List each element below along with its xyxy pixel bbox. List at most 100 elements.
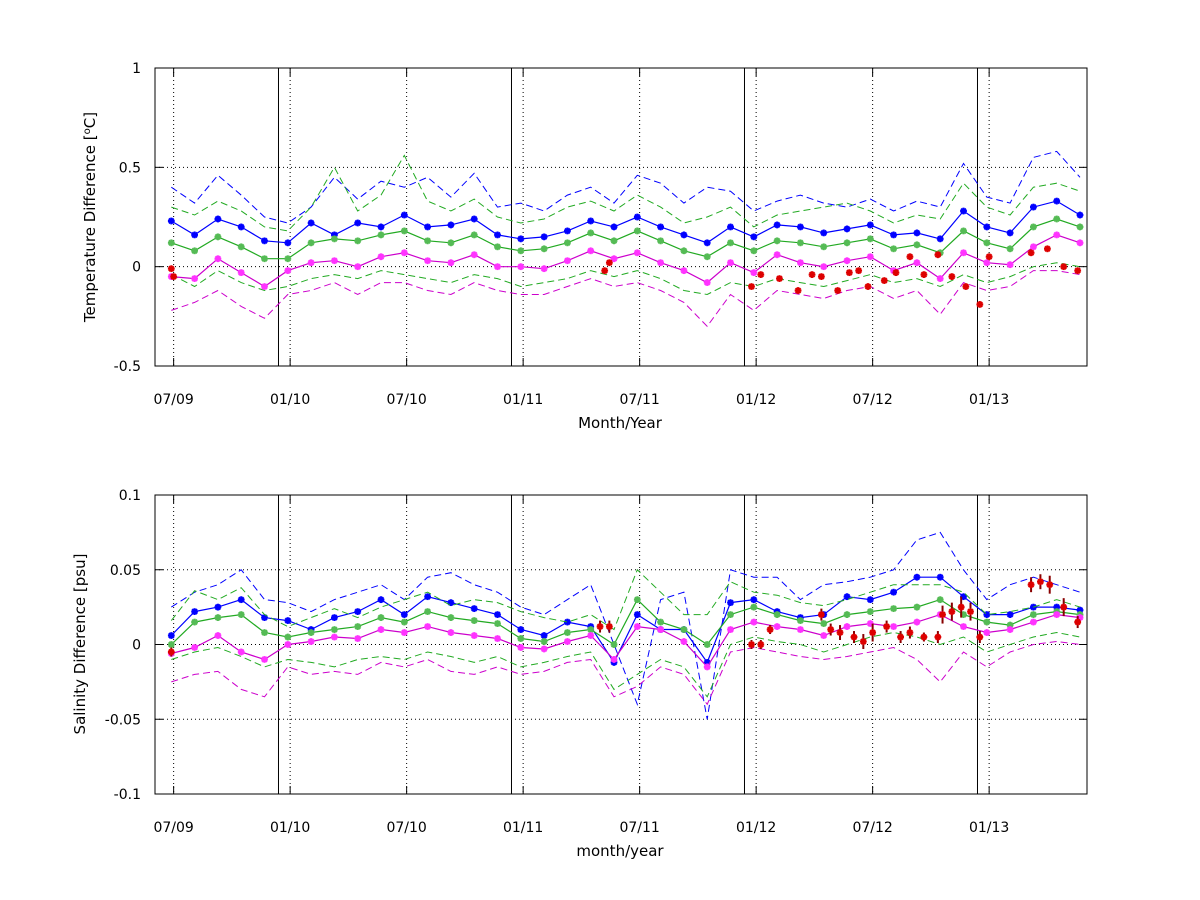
salinity-data-point [517,626,525,633]
salinity-data-point [237,648,245,656]
temperature-series-1 [167,197,1084,247]
salinity-data-point [957,603,965,611]
temperature-data-point [494,243,501,251]
temperature-data-point [773,251,781,259]
temperature-series-7 [167,245,1082,308]
salinity-data-point [447,614,455,621]
salinity-series-line [170,568,1081,631]
temperature-data-point [1074,267,1082,275]
temperature-data-point [657,237,665,245]
temperature-series-4 [171,262,1081,296]
salinity-data-point [587,626,595,633]
salinity-data-point [727,626,734,633]
temperature-data-point [808,271,816,279]
salinity-data-point [517,635,525,642]
salinity-series-line [171,640,1081,706]
salinity-data-point [354,608,362,616]
temperature-data-point [797,223,804,231]
temperature-data-point [167,217,175,225]
salinity-x-tick-label: 07/11 [619,820,659,836]
salinity-series-line [170,598,1081,646]
temperature-data-point [820,243,828,251]
temperature-series-line [170,200,1081,244]
salinity-data-point [843,623,851,630]
salinity-data-point [261,629,268,636]
salinity-data-point [261,656,268,663]
salinity-data-point [843,593,851,601]
temperature-data-point [517,247,525,255]
salinity-series-line [171,531,1081,720]
salinity-data-point [564,629,571,636]
temperature-data-point [934,251,942,259]
temperature-data-point [517,263,525,271]
salinity-data-point [703,663,711,671]
temperature-data-point [776,275,783,282]
temperature-x-tick-label: 01/10 [270,392,310,408]
temperature-data-point [237,269,245,277]
temperature-series-line [171,234,1081,288]
temperature-data-point [447,239,455,247]
temperature-x-tick-label: 07/09 [153,392,193,408]
temperature-x-tick-label: 07/10 [386,392,426,408]
temperature-data-point [797,259,804,267]
salinity-data-point [400,618,408,626]
temperature-data-point [214,233,222,241]
salinity-data-point [610,656,618,663]
salinity-data-point [850,633,858,641]
salinity-series-5 [171,640,1081,706]
salinity-data-point [897,633,904,641]
salinity-y-tick-label: 0 [132,638,141,654]
salinity-data-point [424,623,432,630]
temperature-y-tick-label: 0.5 [119,160,141,176]
temperature-y-axis-label: Temperature Difference [oC] [81,112,99,323]
temperature-series-line [171,262,1081,296]
temperature-data-point [1053,231,1061,239]
temperature-data-point [985,253,993,261]
temperature-data-point [1006,229,1014,237]
temperature-data-point [167,265,175,273]
temperature-data-point [377,253,385,261]
temperature-data-point [564,257,571,265]
temperature-data-point [470,215,478,223]
temperature-data-point [657,223,665,231]
salinity-data-point [680,626,688,633]
temperature-data-point [913,241,921,249]
temperature-data-point [214,215,222,223]
temperature-data-point [261,237,268,245]
salinity-series-line [171,631,1081,698]
salinity-x-tick-label: 07/09 [153,820,193,836]
salinity-data-point [920,633,928,641]
salinity-data-point [470,617,478,624]
salinity-data-point [596,623,604,630]
salinity-data-point [610,641,618,648]
salinity-data-point [657,626,665,633]
salinity-data-point [237,596,245,604]
temperature-series-line [171,150,1081,224]
salinity-data-point [936,596,944,604]
temperature-data-point [587,247,595,255]
salinity-data-point [214,614,222,621]
salinity-data-point [540,632,548,639]
salinity-y-tick-label: -0.1 [114,787,141,803]
temperature-data-point [797,239,804,247]
salinity-data-point [750,596,758,604]
salinity-data-point [890,623,898,630]
temperature-data-point [843,257,851,265]
salinity-data-point [447,599,455,607]
temperature-y-tick-label: 0 [132,260,141,276]
temperature-data-point [601,267,609,275]
salinity-data-point [890,605,898,613]
temperature-series-0 [171,150,1081,224]
salinity-data-point [750,618,758,626]
temperature-data-point [817,273,825,280]
temperature-data-point [845,269,853,277]
temperature-data-point [633,213,641,221]
salinity-series-2 [170,568,1081,631]
temperature-data-point [610,237,618,245]
salinity-x-tick-label: 01/13 [969,820,1009,836]
temperature-data-point [834,287,842,294]
salinity-y-tick-label: -0.05 [105,712,141,728]
temperature-data-point [424,223,432,231]
temperature-data-point [913,229,921,237]
